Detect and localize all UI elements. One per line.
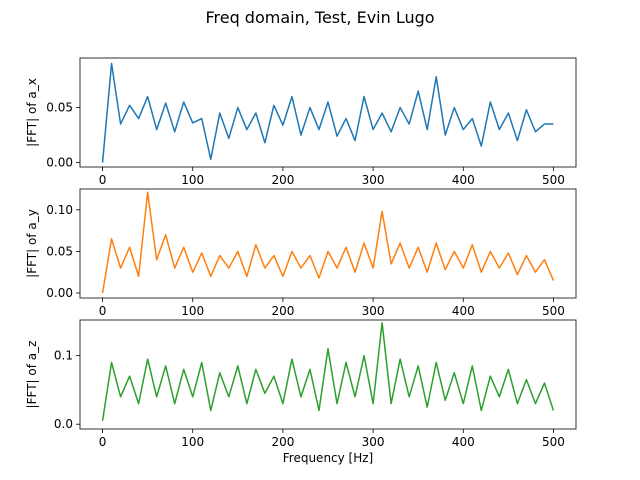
x-tick-label: 200 (271, 435, 294, 449)
x-tick-label: 200 (271, 304, 294, 318)
x-axis-label: Frequency [Hz] (283, 451, 374, 465)
x-tick-label: 100 (181, 304, 204, 318)
axes-frame (79, 57, 577, 168)
x-tick-label: 500 (542, 304, 565, 318)
y-axis-label: |FFT| of a_z (25, 341, 39, 409)
x-tick-label: 300 (362, 173, 385, 187)
y-tick-label: 0.0 (54, 417, 73, 431)
subplot-1: 0 100 200 300 400 500 0.00 0.05 |FFT| of a_x (25, 57, 577, 187)
y-tick-label: 0.1 (54, 349, 73, 363)
x-tick-label: 100 (181, 435, 204, 449)
subplot-2: 0 100 200 300 400 500 0.00 0.05 0.10 |FFT| of a_y (25, 188, 577, 318)
series-line-2-1 (101, 191, 555, 294)
x-tick-label: 300 (362, 435, 385, 449)
subplot-3: 0 100 200 300 400 500 0.0 0.1 |FFT| of a_z Freque… (25, 319, 577, 465)
x-tick-label: 0 (99, 173, 107, 187)
x-tick-label: 0 (99, 435, 107, 449)
x-tick-label: 300 (362, 304, 385, 318)
x-tick-label: 400 (452, 173, 475, 187)
y-tick-label: 0.05 (46, 101, 73, 115)
y-tick-label: 0.00 (46, 286, 73, 300)
y-axis-label: |FFT| of a_x (25, 78, 39, 147)
x-tick-label: 400 (452, 435, 475, 449)
x-tick-label: 500 (542, 435, 565, 449)
y-axis-label: |FFT| of a_y (25, 209, 39, 278)
x-tick-label: 400 (452, 304, 475, 318)
x-tick-label: 0 (99, 304, 107, 318)
x-tick-label: 100 (181, 173, 204, 187)
y-tick-label: 0.00 (46, 156, 73, 170)
x-tick-label: 500 (542, 173, 565, 187)
y-tick-label: 0.10 (46, 203, 73, 217)
figure-title: Freq domain, Test, Evin Lugo (205, 8, 435, 27)
x-tick-label: 200 (271, 173, 294, 187)
axes-frame (79, 188, 577, 299)
y-tick-label: 0.05 (46, 244, 73, 258)
series-line-3-1 (101, 321, 555, 421)
axes-frame (79, 319, 577, 430)
series-line-1-1 (101, 62, 554, 163)
